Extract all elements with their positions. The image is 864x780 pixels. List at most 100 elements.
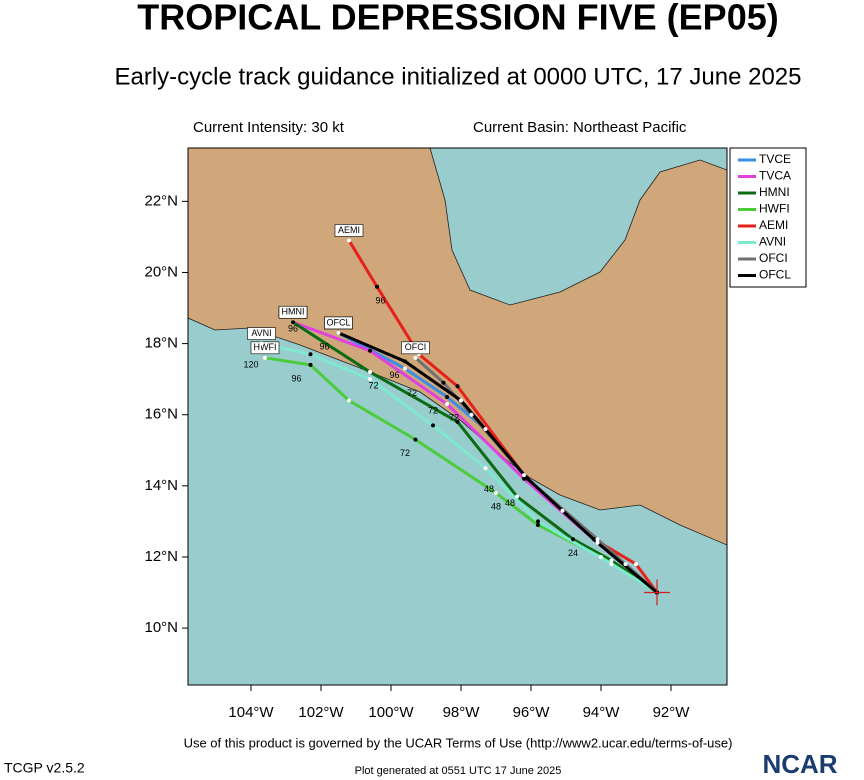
track-point <box>595 537 600 542</box>
legend-label: HMNI <box>759 185 790 199</box>
y-tick-label: 10°N <box>144 619 178 636</box>
track-end-label: AVNI <box>251 328 271 338</box>
track-point <box>455 384 460 389</box>
y-tick-label: 12°N <box>144 548 178 565</box>
legend-label: HWFI <box>759 202 790 216</box>
land <box>188 148 727 546</box>
track-point <box>536 519 540 524</box>
track-end-box <box>247 327 276 340</box>
track-end-box <box>278 305 308 319</box>
track-point <box>347 398 351 403</box>
y-tick-label: 22°N <box>144 192 178 209</box>
track-point <box>634 562 638 567</box>
basin: Current Basin: Northeast Pacific <box>473 119 687 136</box>
track-point <box>525 476 530 481</box>
track-end-box <box>334 224 364 237</box>
track-point <box>375 284 379 289</box>
legend <box>729 147 807 288</box>
track-point <box>445 402 449 407</box>
legend-label: OFCI <box>759 251 788 265</box>
subtitle: Early-cycle track guidance initialized a… <box>114 63 801 90</box>
legend-label: TVCE <box>759 152 791 166</box>
hour-label: 24 <box>568 548 578 558</box>
track-point <box>441 380 446 385</box>
track-end-box <box>401 341 430 355</box>
hour-label: 48 <box>491 502 501 512</box>
track-point <box>536 522 540 527</box>
generated: Plot generated at 0551 UTC 17 June 2025 <box>355 765 562 777</box>
x-tick-label: 102°W <box>298 704 344 721</box>
track-point <box>469 412 474 417</box>
track-point <box>571 537 575 542</box>
track-end-label: OFCI <box>405 342 427 352</box>
track-point <box>259 341 264 346</box>
x-tick-label: 100°W <box>368 704 414 721</box>
track-end-box <box>250 341 280 355</box>
track-point <box>431 423 435 428</box>
hour-label: 72 <box>400 448 410 458</box>
track-end-label: AEMI <box>338 225 360 235</box>
map-frame <box>187 147 728 686</box>
track-point <box>413 355 418 360</box>
track-point <box>595 540 600 545</box>
hour-label: 96 <box>319 342 329 352</box>
hour-label: 96 <box>291 374 301 384</box>
hour-label: 48 <box>505 498 515 508</box>
start-position <box>644 579 670 606</box>
title: TROPICAL DEPRESSION FIVE (EP05) <box>137 0 778 38</box>
legend-label: OFCL <box>759 268 791 282</box>
track-point <box>560 508 565 513</box>
hour-label: 72 <box>449 413 459 423</box>
track-point <box>609 562 614 567</box>
hour-label: 48 <box>484 484 494 494</box>
y-tick-label: 20°N <box>144 263 178 280</box>
track-point <box>347 238 351 243</box>
hour-label: 72 <box>428 406 438 416</box>
track-point <box>599 554 603 559</box>
track-point <box>483 426 488 431</box>
track-point <box>403 359 407 364</box>
track-point <box>483 466 488 471</box>
track-point <box>522 473 526 478</box>
map: TVCETVCAHMNIHWFIAEMIAVNIOFCIOFCL12096969… <box>188 148 727 685</box>
track-point <box>336 330 341 335</box>
x-tick-label: 96°W <box>513 704 551 721</box>
x-tick-label: 104°W <box>228 704 274 721</box>
track-point <box>291 320 295 325</box>
terms: Use of this product is governed by the U… <box>184 735 733 750</box>
legend-label: AVNI <box>759 235 786 249</box>
track-point <box>308 362 313 367</box>
track-line <box>347 239 659 594</box>
track-end-label: OFCL <box>326 317 350 327</box>
version: TCGP v2.5.2 <box>4 760 85 776</box>
x-tick-label: 92°W <box>653 704 691 721</box>
x-tick-label: 94°W <box>583 704 621 721</box>
track-point <box>522 476 526 481</box>
track-point <box>403 366 407 371</box>
track-point <box>494 490 498 495</box>
hour-label: 72 <box>407 388 417 398</box>
track-point <box>609 558 614 563</box>
y-tick-label: 14°N <box>144 477 178 494</box>
track-point <box>459 398 463 403</box>
y-tick-label: 18°N <box>144 335 178 352</box>
track-point <box>623 562 628 567</box>
legend-label: AEMI <box>759 218 788 232</box>
track-point <box>515 494 519 499</box>
legend-label: TVCA <box>759 169 791 183</box>
track-point <box>413 437 418 442</box>
logo: NCAR <box>762 749 837 779</box>
track-point <box>308 352 313 357</box>
hour-label: 72 <box>368 381 378 391</box>
track-point <box>368 377 372 382</box>
track-end-label: HMNI <box>282 307 305 317</box>
hour-label: 96 <box>375 295 385 305</box>
track-end-box <box>324 316 353 330</box>
hour-label: 96 <box>389 370 399 380</box>
hour-label: 120 <box>243 359 258 369</box>
track-line <box>337 331 658 594</box>
track-point <box>455 419 460 424</box>
track-end-label: HWFI <box>254 342 277 352</box>
track-point <box>368 370 372 375</box>
